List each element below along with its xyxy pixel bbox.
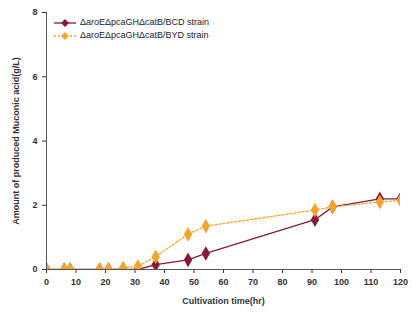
svg-text:120: 120 <box>393 277 408 287</box>
svg-text:4: 4 <box>32 136 37 146</box>
svg-text:110: 110 <box>364 277 379 287</box>
svg-text:90: 90 <box>307 277 317 287</box>
svg-text:10: 10 <box>71 277 81 287</box>
svg-text:6: 6 <box>32 72 37 82</box>
svg-text:60: 60 <box>218 277 228 287</box>
svg-text:8: 8 <box>32 7 37 17</box>
svg-text:0: 0 <box>44 277 49 287</box>
svg-text:Cultivation time(hr): Cultivation time(hr) <box>182 296 265 306</box>
svg-text:80: 80 <box>277 277 287 287</box>
svg-text:70: 70 <box>248 277 258 287</box>
svg-text:40: 40 <box>159 277 169 287</box>
svg-text:20: 20 <box>100 277 110 287</box>
svg-text:30: 30 <box>130 277 140 287</box>
svg-text:2: 2 <box>32 200 37 210</box>
html-text:ΔaroEΔpcaGHΔcatB/BCD strain: ΔaroEΔpcaGHΔcatB/BCD strain <box>80 17 210 27</box>
svg-text:50: 50 <box>189 277 199 287</box>
svg-text:Amount of produced Muconic aci: Amount of produced Muconic acid(g/L) <box>11 57 21 225</box>
svg-text:0: 0 <box>32 264 37 274</box>
html-text:ΔaroEΔpcaGHΔcatB/BYD strain: ΔaroEΔpcaGHΔcatB/BYD strain <box>80 30 209 40</box>
svg-text:100: 100 <box>334 277 349 287</box>
